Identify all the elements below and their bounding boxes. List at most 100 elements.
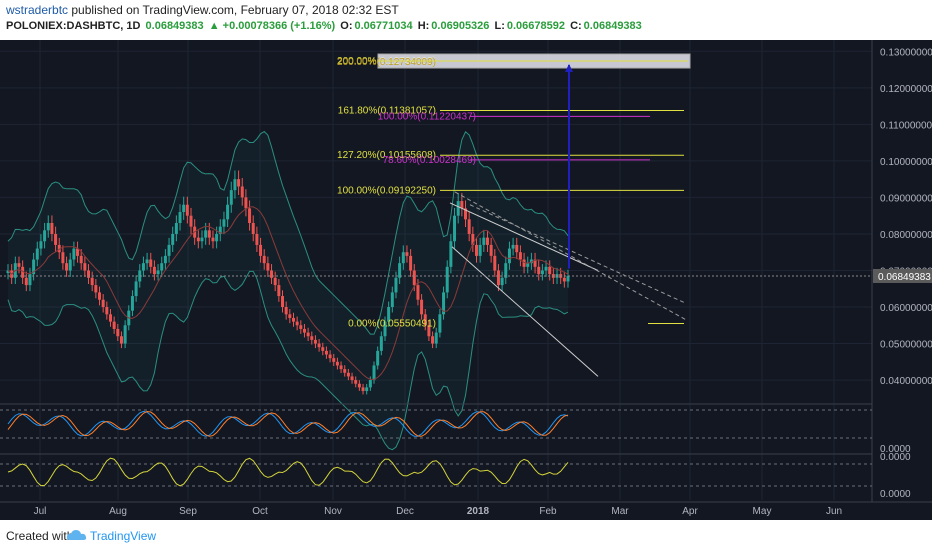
candle-body <box>259 244 263 256</box>
y-tick-label: 0.13000000 <box>880 47 932 58</box>
candle-body <box>313 339 317 344</box>
candle-body <box>434 332 438 344</box>
candle-body <box>299 325 303 329</box>
fib-ext-label: 78.60%(0.10028469) <box>383 155 476 166</box>
x-tick-label: Nov <box>324 506 342 517</box>
candle-body <box>464 208 468 220</box>
candle-body <box>68 259 72 271</box>
candle-body <box>222 219 226 227</box>
candle-body <box>226 204 230 220</box>
price-chart[interactable]: 0.13000000 0.12000000 0.11000000 0.10000000… <box>0 40 932 520</box>
candle-body <box>335 361 339 366</box>
candle-body <box>346 372 350 377</box>
candle-body <box>354 380 358 384</box>
fib-level-label: 161.80%(0.11381057) <box>338 105 436 116</box>
candle-body <box>284 307 288 315</box>
candle-body <box>218 226 222 234</box>
candle-body <box>94 285 98 293</box>
last-price: 0.06849383 <box>145 20 204 32</box>
candle-body <box>372 365 376 381</box>
candle-body <box>171 233 175 245</box>
candle-body <box>273 277 277 286</box>
candle-body <box>266 263 270 271</box>
candle-body <box>244 197 248 209</box>
candle-body <box>412 270 416 286</box>
candle-body <box>409 255 413 271</box>
candle-body <box>328 354 332 359</box>
candle-body <box>112 321 116 329</box>
x-tick-label: Dec <box>396 506 414 517</box>
fib-level-label: 127.20%(0.10155608) <box>337 150 436 161</box>
author-link[interactable]: wstraderbtc <box>6 3 69 17</box>
high-label: H: <box>417 20 430 32</box>
candle-body <box>343 369 347 373</box>
candle-body <box>379 336 383 351</box>
osc2-axis-top-label: 0.0000 <box>880 452 911 463</box>
candle-body <box>119 336 123 344</box>
candle-body <box>332 358 336 362</box>
channel-dashed-2 <box>469 204 687 304</box>
candle-body <box>248 208 252 223</box>
candle-body <box>306 332 310 337</box>
y-tick-label: 0.06000000 <box>880 303 932 314</box>
candle-body <box>229 190 233 205</box>
tradingview-brand[interactable]: TradingView <box>90 529 157 543</box>
symbol-name[interactable]: POLONIEX:DASHBTC, 1D <box>6 20 141 32</box>
candle-body <box>240 186 244 198</box>
candle-body <box>204 230 208 238</box>
candle-body <box>511 244 515 249</box>
candle-body <box>489 244 493 256</box>
candle-body <box>189 215 193 227</box>
candle-body <box>533 259 537 267</box>
close-label: C: <box>570 20 582 32</box>
candle-body <box>24 277 28 286</box>
candle-body <box>401 252 405 264</box>
chart-area[interactable]: 0.13000000 0.12000000 0.11000000 0.10000000… <box>0 40 932 520</box>
candle-body <box>339 365 343 370</box>
candle-body <box>310 336 314 340</box>
candle-body <box>21 266 25 278</box>
bollinger-basis <box>7 206 569 380</box>
candle-body <box>427 325 431 337</box>
y-tick-label: 0.05000000 <box>880 340 932 351</box>
candle-body <box>526 263 530 267</box>
candle-body <box>365 387 369 392</box>
candle-body <box>540 270 544 275</box>
candle-body <box>28 274 32 286</box>
candle-body <box>215 233 219 242</box>
candle-body <box>423 314 427 326</box>
osc2-line <box>7 457 569 487</box>
candle-body <box>72 248 76 260</box>
candle-body <box>65 263 69 271</box>
candle-body <box>529 259 533 264</box>
candle-body <box>270 270 274 278</box>
bollinger-lower <box>7 270 569 451</box>
low-label: L: <box>494 20 505 32</box>
candle-body <box>438 314 442 333</box>
last-price-tag-label: 0.06849383 <box>878 272 931 283</box>
candle-body <box>182 204 186 213</box>
candle-body <box>123 325 127 344</box>
candle-body <box>431 336 435 344</box>
candle-body <box>145 259 149 264</box>
candle-body <box>368 380 372 388</box>
candle-body <box>98 292 102 300</box>
candle-body <box>185 204 189 216</box>
candle-body <box>288 314 292 318</box>
candle-body <box>324 350 328 355</box>
candle-body <box>57 244 61 253</box>
tradingview-cloud-icon[interactable] <box>66 528 88 542</box>
symbol-info: POLONIEX:DASHBTC, 1D 0.06849383 ▲ +0.000… <box>6 20 644 32</box>
candle-body <box>474 244 478 256</box>
x-tick-label: Feb <box>539 506 557 517</box>
candle-body <box>566 275 570 282</box>
candle-body <box>493 255 497 271</box>
candle-body <box>453 215 457 242</box>
candle-body <box>196 237 200 242</box>
candle-body <box>376 350 380 366</box>
open-label: O: <box>340 20 353 32</box>
candle-body <box>167 244 171 256</box>
candle-body <box>467 219 471 234</box>
fib-ext-label: 100.00%(0.11220437) <box>378 111 476 122</box>
x-tick-label: Mar <box>611 506 629 517</box>
